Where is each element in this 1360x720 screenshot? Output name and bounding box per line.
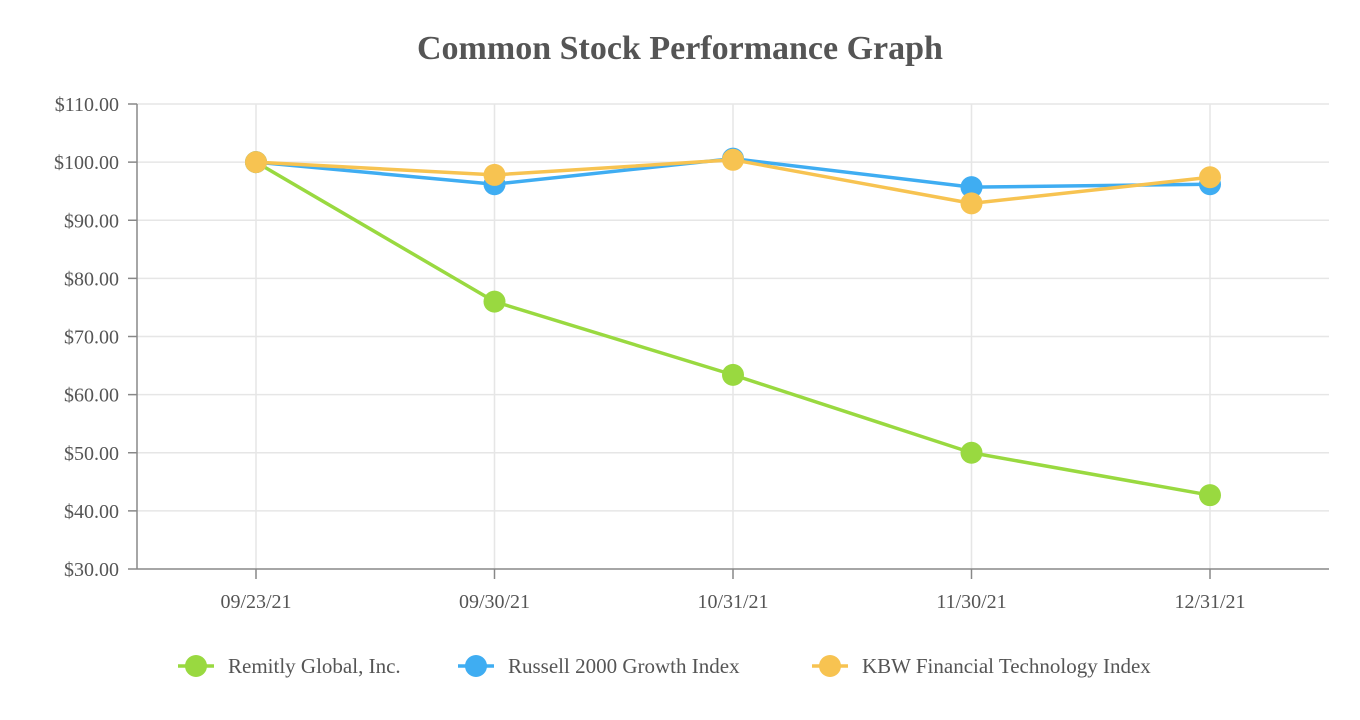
legend-item: Remitly Global, Inc. [178,654,401,678]
legend: Remitly Global, Inc. Russell 2000 Growth … [178,654,1151,678]
legend-swatch-marker [819,655,841,677]
y-tick-label: $90.00 [64,210,119,232]
legend-label: Remitly Global, Inc. [228,654,401,678]
data-point [722,363,744,386]
y-tick-label: $40.00 [64,501,119,523]
y-tick-label: $60.00 [64,385,119,407]
y-tick-label: $30.00 [64,559,119,581]
data-point [483,163,506,186]
y-tick-label: $50.00 [64,443,119,465]
series-group [245,148,1221,215]
data-point [1199,484,1221,507]
y-axis-ticks: $30.00 $40.00 $50.00 $60.00 $70.00 $80.00 $90.… [54,94,137,581]
data-point [960,192,983,215]
y-tick-label: $70.00 [64,327,119,349]
legend-swatch-marker [465,655,487,677]
data-point [960,441,983,464]
legend-swatch-marker [185,655,207,677]
series [245,147,1221,507]
legend-item: Russell 2000 Growth Index [458,654,740,678]
chart-title: Common Stock Performance Graph [417,30,943,67]
data-point [483,290,506,313]
y-tick-label: $80.00 [64,268,119,290]
data-point [722,148,744,171]
x-tick-label: 10/31/21 [697,591,768,613]
legend-label: KBW Financial Technology Index [862,654,1151,678]
legend-item: KBW Financial Technology Index [812,654,1151,678]
data-point [1199,166,1221,189]
x-tick-label: 09/23/21 [220,591,291,613]
grid [137,103,1329,569]
x-tick-label: 11/30/21 [936,591,1006,613]
y-tick-label: $100.00 [54,152,119,174]
x-axis-ticks: 09/23/21 09/30/21 10/31/21 11/30/21 12/31/21 [220,569,1246,613]
legend-label: Russell 2000 Growth Index [508,654,740,678]
x-tick-label: 12/31/21 [1174,591,1245,613]
y-tick-label: $110.00 [55,94,119,116]
data-point [245,151,267,174]
data-point [960,176,983,199]
x-tick-label: 09/30/21 [459,591,530,613]
